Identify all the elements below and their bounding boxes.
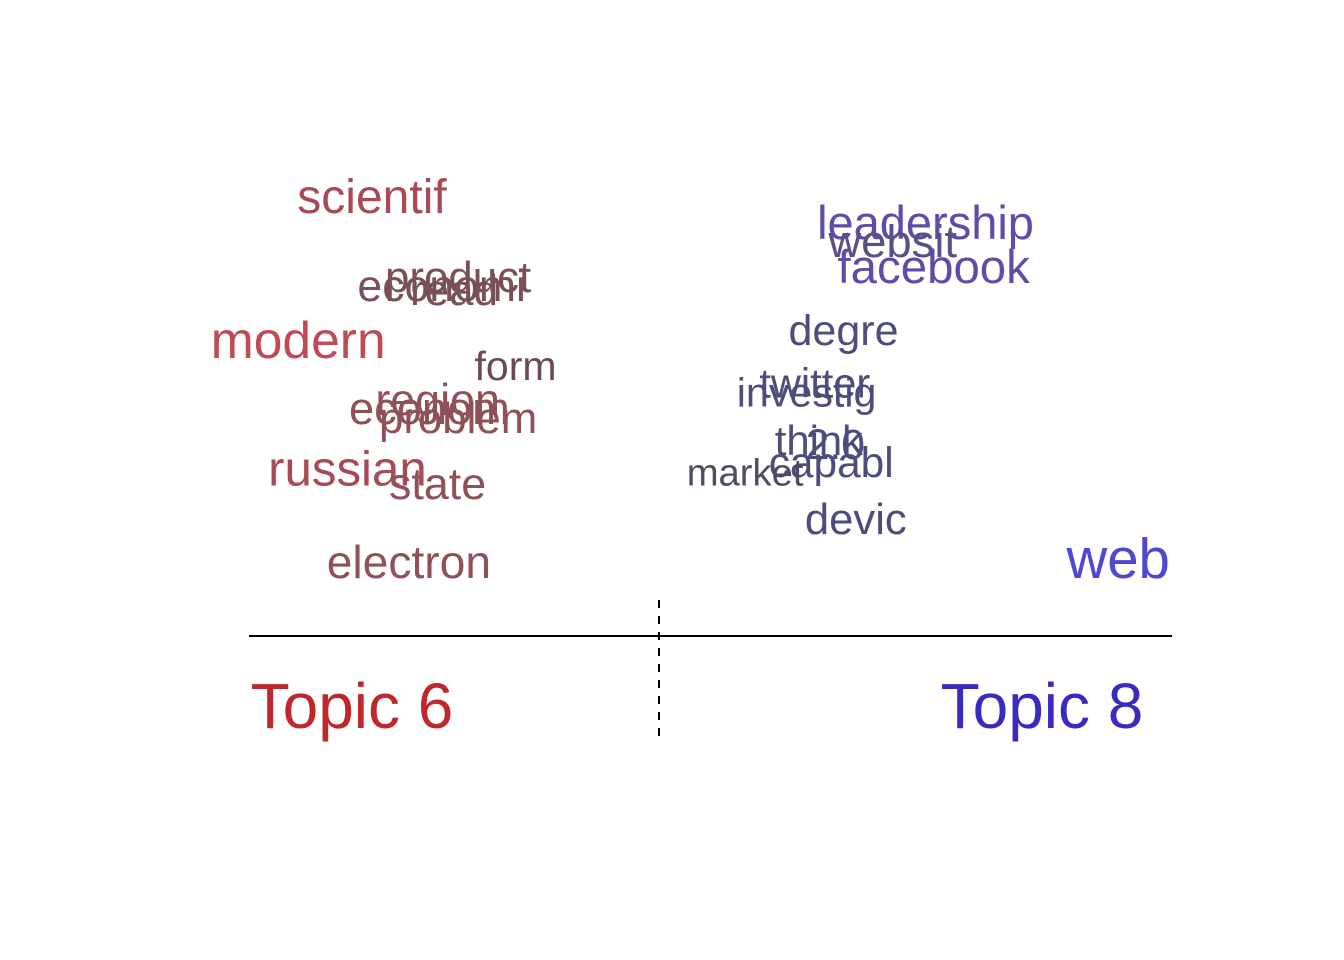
word-label: capabl (769, 439, 894, 486)
word-label: facebook (838, 241, 1031, 294)
word-label: econom (349, 383, 510, 434)
word-label: web (1065, 527, 1169, 590)
word-label: russian (268, 442, 427, 497)
word-label: region (375, 375, 500, 425)
words-layer: scientif leadershipwebsitfacebookproducte… (211, 171, 1170, 590)
word-label: 2.0 (806, 421, 865, 469)
word-label: problem (379, 394, 537, 443)
word-label: modern (211, 311, 386, 369)
topic-right-label: Topic 8 (941, 670, 1144, 742)
word-label: twitter (759, 360, 870, 407)
word-label: read (410, 266, 498, 315)
word-label: product (385, 253, 531, 302)
word-label: economi (357, 262, 526, 311)
word-label: market (687, 452, 804, 495)
word-label: websit (827, 216, 957, 267)
word-label: form (475, 343, 557, 389)
word-label: degre (789, 307, 899, 355)
word-label: devic (805, 496, 907, 544)
word-label: leadership (817, 196, 1034, 249)
word-label: investig (737, 369, 877, 415)
word-label: scientif (297, 171, 447, 224)
word-label: electron (327, 536, 491, 588)
topic-left-label: Topic 6 (251, 670, 454, 742)
word-label: state (389, 459, 486, 509)
word-label: think (775, 417, 863, 464)
